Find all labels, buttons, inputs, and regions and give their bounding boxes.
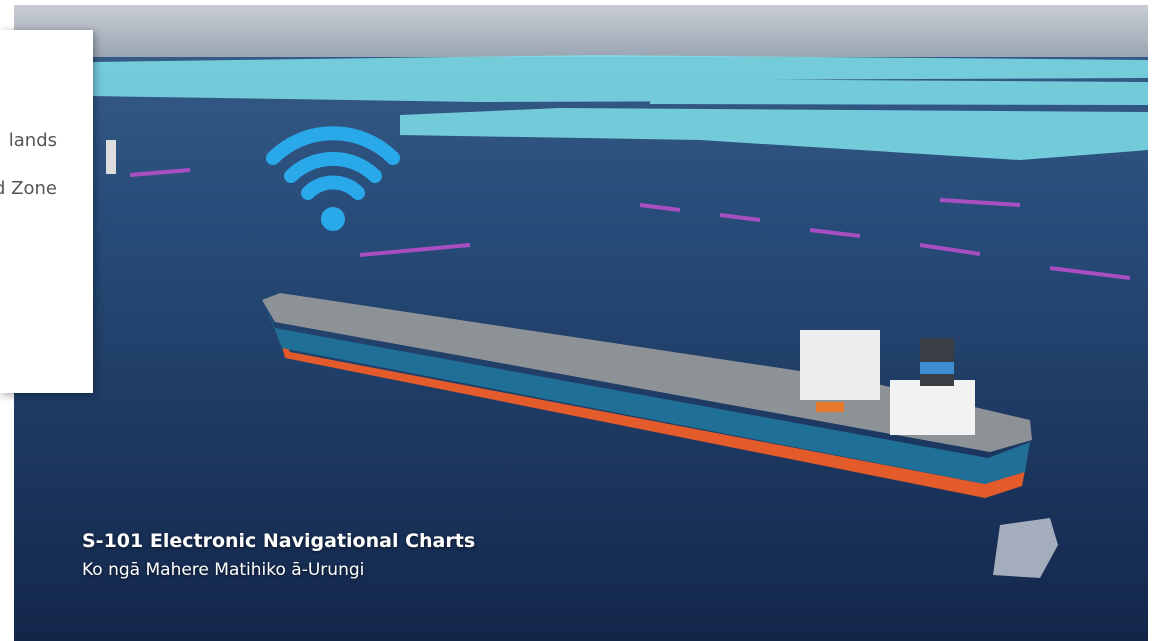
caption-title: S-101 Electronic Navigational Charts [82,530,476,552]
caption-subtitle: Ko ngā Mahere Matihiko ā-Urungi [82,560,365,580]
ship [262,293,1032,498]
sky [14,5,1148,57]
wifi-icon [266,126,400,200]
overlay-card: lands d Zone [0,30,93,393]
contour-marks [129,168,1131,280]
wifi-dot [321,207,345,231]
buoy [106,140,116,174]
card-line: lands [8,130,57,151]
depth-layers [90,55,1148,160]
card-line: d Zone [0,178,57,199]
logo [993,518,1058,578]
